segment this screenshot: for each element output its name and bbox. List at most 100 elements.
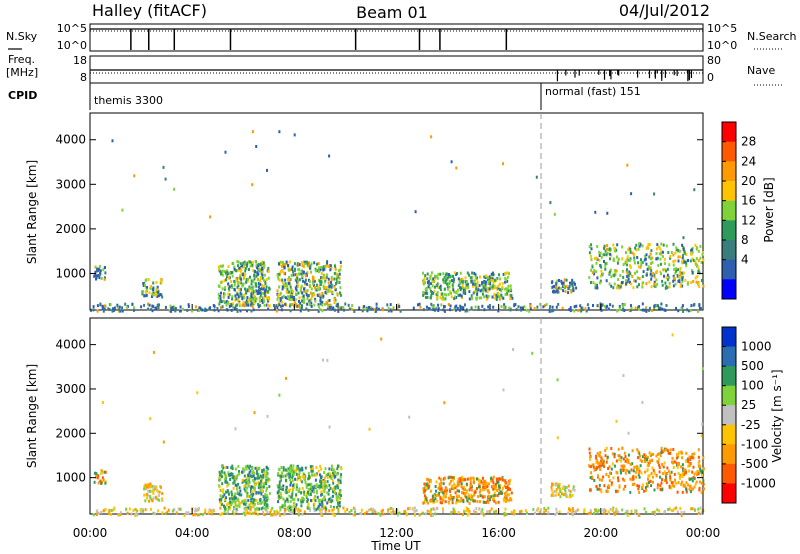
data-cell-4-16: [459, 286, 461, 289]
data-cell-6-449: [593, 468, 596, 472]
data-cell-6-80: [689, 458, 692, 461]
data-cell-4-436: [442, 295, 445, 299]
data-cell-2-193: [253, 498, 256, 502]
data-cell-3-151: [289, 303, 292, 306]
data-cell-4-271: [431, 279, 434, 283]
data-cell-7-317: [154, 306, 157, 310]
data-cell-6-326: [617, 454, 620, 458]
data-cell-7-438: [572, 509, 575, 513]
data-cell-2-94: [239, 269, 242, 273]
data-cell-3-458: [335, 494, 338, 498]
data-cell-7-21: [525, 308, 528, 312]
data-cell-6-372: [681, 480, 684, 484]
data-cell-2-380: [251, 287, 253, 291]
data-cell-7-59: [172, 308, 175, 312]
data-cell-4-457: [501, 285, 504, 289]
data-cell-3-447: [278, 278, 281, 282]
data-cell-2-379: [260, 287, 263, 291]
data-cell-3-507: [333, 286, 336, 290]
data-cell-6-200: [649, 257, 652, 261]
data-cell-3-71: [330, 285, 333, 289]
data-cell-2-363: [265, 499, 268, 502]
data-cell-4-140: [444, 297, 447, 301]
data-cell-3-494: [322, 497, 325, 501]
data-cell-6-376: [676, 456, 678, 460]
data-cell-6-94: [624, 455, 627, 459]
data-cell-7-74: [342, 506, 345, 510]
data-cell-6-482: [624, 471, 627, 475]
data-cell-7-244: [407, 507, 409, 511]
data-cell-0-4: [99, 271, 102, 275]
data-cell-6-179: [692, 465, 695, 469]
data-cell-2-147: [246, 296, 249, 300]
data-cell-7-6: [191, 309, 193, 313]
data-cell-6-227: [699, 244, 702, 248]
data-cell-7-39: [417, 303, 419, 307]
noise-cell-20: [671, 333, 674, 337]
data-cell-2-422: [223, 292, 226, 296]
data-cell-0-9: [94, 265, 97, 269]
data-cell-4-346: [449, 497, 452, 501]
data-cell-3-436: [334, 288, 337, 292]
noise-cell-1: [162, 165, 165, 169]
data-cell-3-77: [282, 487, 285, 491]
data-cell-3-438: [291, 498, 294, 501]
data-cell-7-380: [604, 509, 607, 513]
data-cell-5-66: [571, 493, 574, 497]
data-cell-6-282: [633, 482, 636, 486]
data-cell-2-315: [222, 488, 225, 492]
data-cell-2-68: [238, 500, 240, 504]
data-cell-6-370: [612, 258, 615, 262]
data-cell-4-35: [439, 296, 442, 300]
data-cell-2-433: [228, 285, 231, 289]
data-cell-2-418: [247, 289, 250, 293]
data-cell-3-64: [315, 489, 318, 493]
data-cell-2-147: [219, 494, 222, 498]
data-cell-7-451: [404, 510, 406, 514]
data-cell-6-212: [681, 275, 684, 279]
colorbar-swatch-6: [722, 444, 736, 465]
data-cell-7-482: [219, 306, 222, 309]
data-cell-2-432: [250, 301, 253, 305]
data-cell-1-68: [145, 485, 148, 489]
data-cell-6-343: [614, 269, 617, 272]
data-cell-7-495: [634, 509, 637, 513]
cpid-segment-2: normal (fast) 151: [545, 85, 641, 98]
data-cell-1-61: [142, 290, 145, 294]
data-cell-4-386: [460, 286, 463, 290]
data-cell-3-378: [332, 468, 335, 472]
data-cell-2-190: [262, 475, 265, 479]
data-cell-5-63: [561, 487, 564, 491]
data-cell-6-95: [672, 274, 675, 278]
data-cell-6-441: [626, 272, 629, 276]
data-cell-3-292: [289, 500, 292, 504]
data-cell-5-64: [567, 484, 570, 488]
data-cell-7-436: [375, 306, 378, 310]
data-cell-4-188: [483, 487, 486, 491]
data-cell-4-288: [484, 288, 487, 292]
data-cell-4-468: [491, 279, 494, 283]
data-cell-4-5: [502, 272, 505, 276]
data-cell-6-412: [600, 255, 603, 259]
data-cell-6-18: [681, 456, 684, 460]
data-cell-6-160: [598, 487, 601, 491]
data-cell-1-55: [152, 288, 155, 292]
data-cell-6-224: [618, 286, 621, 290]
data-cell-7-487: [179, 309, 181, 313]
data-cell-3-243: [329, 264, 332, 268]
data-cell-7-355: [364, 512, 366, 516]
data-cell-6-430: [669, 256, 672, 260]
data-cell-6-146: [629, 280, 631, 284]
data-cell-4-309: [490, 495, 493, 499]
data-cell-7-28: [503, 303, 506, 307]
data-cell-3-442: [333, 271, 336, 275]
data-cell-6-211: [604, 264, 607, 268]
data-cell-7-432: [348, 510, 351, 514]
data-cell-6-64: [605, 460, 608, 464]
colorbar-swatch-1: [722, 346, 736, 367]
data-cell-4-370: [490, 272, 493, 276]
data-cell-2-443: [224, 474, 227, 478]
data-cell-7-85: [139, 510, 142, 514]
data-cell-2-361: [263, 273, 266, 277]
data-cell-6-223: [597, 474, 599, 478]
